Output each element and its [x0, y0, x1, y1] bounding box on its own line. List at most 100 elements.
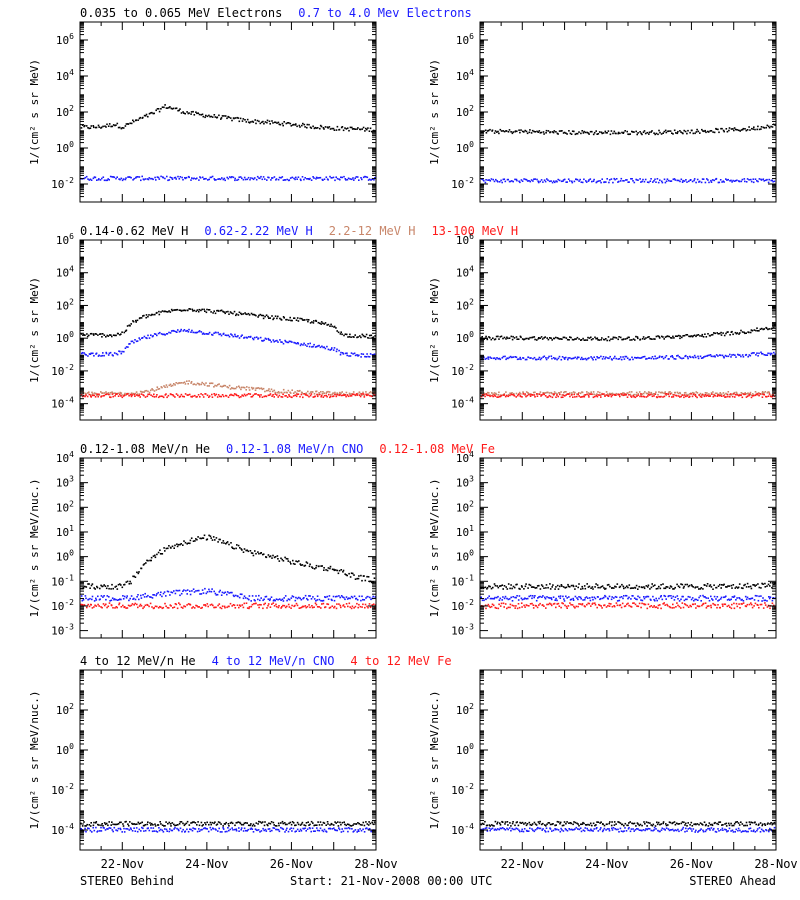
- data-point: [243, 386, 246, 389]
- data-point: [370, 598, 372, 601]
- data-point: [577, 586, 579, 589]
- data-point: [150, 177, 152, 180]
- data-point: [686, 583, 688, 586]
- data-point: [542, 828, 544, 830]
- data-point: [117, 126, 120, 129]
- data-point: [614, 585, 616, 588]
- data-point: [301, 821, 304, 824]
- y-tick-label: 104: [456, 265, 474, 280]
- data-point: [561, 824, 564, 827]
- data-point: [511, 600, 514, 602]
- data-point: [106, 595, 109, 597]
- data-point: [318, 606, 321, 608]
- data-point: [738, 824, 741, 826]
- data-point: [198, 179, 200, 181]
- y-tick-label: 104: [56, 265, 74, 280]
- data-point: [734, 396, 736, 398]
- data-point: [289, 561, 291, 563]
- data-point: [321, 393, 324, 395]
- data-point: [367, 394, 369, 396]
- data-point: [632, 822, 635, 825]
- data-point: [312, 176, 314, 178]
- data-point: [250, 823, 252, 825]
- data-point: [749, 331, 752, 334]
- data-point: [282, 822, 284, 825]
- data-point: [545, 587, 547, 589]
- data-point: [555, 597, 557, 600]
- data-point: [151, 177, 153, 180]
- data-point: [204, 822, 206, 824]
- data-point: [205, 823, 207, 826]
- data-point: [505, 338, 507, 340]
- data-point: [501, 821, 504, 823]
- data-point: [730, 356, 732, 358]
- data-point: [348, 336, 351, 338]
- data-point: [741, 128, 744, 131]
- series-heavy_low-behind-0: [80, 534, 376, 590]
- data-point: [572, 599, 575, 601]
- data-point: [507, 824, 509, 826]
- data-point: [329, 824, 331, 826]
- data-point: [147, 559, 149, 562]
- data-point: [715, 354, 718, 356]
- data-point: [115, 585, 118, 588]
- data-point: [106, 393, 108, 395]
- data-point: [341, 828, 343, 830]
- data-point: [582, 599, 584, 601]
- data-point: [665, 131, 668, 134]
- data-point: [242, 395, 245, 397]
- data-point: [729, 606, 731, 608]
- data-point: [557, 337, 560, 340]
- data-point: [170, 330, 173, 332]
- data-point: [304, 394, 307, 396]
- data-point: [562, 824, 565, 827]
- data-point: [237, 395, 240, 397]
- data-point: [693, 354, 696, 357]
- data-point: [366, 575, 368, 578]
- data-point: [290, 563, 292, 565]
- data-point: [371, 604, 374, 606]
- data-point: [652, 585, 655, 587]
- data-point: [296, 393, 298, 396]
- data-point: [563, 336, 566, 339]
- data-point: [488, 595, 490, 597]
- data-point: [729, 599, 731, 601]
- data-point: [314, 602, 317, 604]
- data-point: [211, 588, 213, 590]
- data-point: [576, 822, 578, 825]
- data-point: [365, 333, 368, 336]
- data-point: [672, 821, 674, 824]
- data-point: [296, 317, 299, 319]
- data-point: [570, 598, 573, 601]
- data-point: [274, 315, 277, 317]
- data-point: [740, 821, 742, 823]
- data-point: [265, 389, 268, 392]
- series-protons-ahead-1: [480, 350, 776, 361]
- data-point: [339, 821, 341, 824]
- data-point: [770, 352, 773, 355]
- data-point: [251, 177, 254, 180]
- data-point: [592, 396, 595, 399]
- data-point: [341, 821, 344, 824]
- data-point: [224, 384, 227, 387]
- data-point: [125, 177, 127, 179]
- y-axis-label: 1/(cm² s sr MeV): [28, 59, 41, 165]
- data-point: [572, 396, 574, 398]
- data-point: [329, 396, 331, 399]
- data-point: [331, 568, 334, 571]
- data-point: [596, 180, 598, 183]
- data-point: [203, 178, 206, 180]
- data-point: [280, 319, 283, 321]
- data-point: [489, 585, 491, 588]
- y-tick-label: 10-2: [451, 363, 474, 378]
- data-point: [120, 598, 122, 601]
- data-point: [247, 312, 250, 315]
- data-point: [719, 179, 722, 181]
- data-point: [511, 827, 513, 830]
- data-point: [249, 824, 251, 827]
- data-point: [180, 606, 183, 609]
- data-point: [619, 336, 622, 339]
- data-point: [121, 831, 123, 833]
- data-point: [311, 606, 314, 609]
- data-point: [729, 334, 731, 336]
